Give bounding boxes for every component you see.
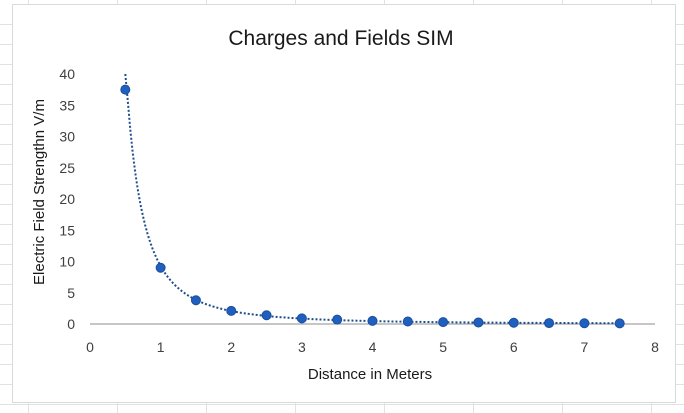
data-point xyxy=(438,317,449,328)
x-tick-label: 2 xyxy=(227,339,235,355)
data-point xyxy=(508,317,519,328)
x-tick-label: 7 xyxy=(580,339,588,355)
data-point xyxy=(367,315,378,326)
data-point xyxy=(226,305,237,316)
data-point xyxy=(473,317,484,328)
x-axis-tick-labels: 0 1 2 3 4 5 6 7 8 xyxy=(86,339,659,355)
scatter-chart: Charges and Fields SIM 0510152025303540 … xyxy=(31,27,659,383)
y-tick-label: 0 xyxy=(67,316,75,332)
data-point xyxy=(332,314,343,325)
data-point xyxy=(579,318,590,329)
data-point xyxy=(155,262,166,273)
x-tick-label: 8 xyxy=(651,339,659,355)
x-axis-label: Distance in Meters xyxy=(308,366,432,383)
y-tick-label: 40 xyxy=(59,66,75,82)
x-tick-label: 6 xyxy=(510,339,518,355)
x-tick-label: 1 xyxy=(157,339,165,355)
data-point xyxy=(296,313,307,324)
y-tick-label: 15 xyxy=(59,222,75,238)
y-tick-label: 5 xyxy=(67,285,75,301)
data-points xyxy=(120,84,625,329)
data-point xyxy=(190,295,201,306)
x-tick-label: 5 xyxy=(439,339,447,355)
data-point xyxy=(261,310,272,321)
x-tick-label: 4 xyxy=(369,339,377,355)
y-axis-label: Electric Field Strengthn V/m xyxy=(31,99,48,285)
y-tick-label: 20 xyxy=(59,191,75,207)
data-point xyxy=(614,318,625,329)
x-tick-label: 3 xyxy=(298,339,306,355)
data-point xyxy=(544,318,555,329)
y-tick-label: 35 xyxy=(59,97,75,113)
y-tick-label: 10 xyxy=(59,254,75,270)
trendline xyxy=(124,73,620,325)
y-tick-label: 30 xyxy=(59,129,75,145)
x-tick-label: 0 xyxy=(86,339,94,355)
data-point xyxy=(402,316,413,327)
chart-area[interactable]: Charges and Fields SIM 0 5 10 15 20 25 30 35 40 … xyxy=(12,4,676,403)
y-tick-label: 25 xyxy=(59,160,75,176)
y-axis-tick-labels: 0 5 10 15 20 25 30 35 40 xyxy=(59,66,75,332)
data-point xyxy=(120,84,131,95)
chart-title: Charges and Fields SIM xyxy=(228,27,453,50)
